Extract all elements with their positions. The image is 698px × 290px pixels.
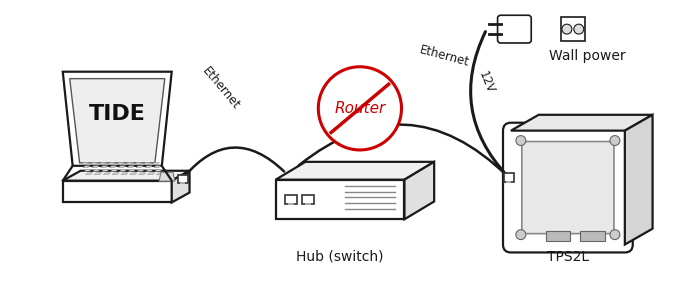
Polygon shape: [126, 162, 133, 164]
Polygon shape: [119, 166, 126, 168]
Polygon shape: [128, 169, 135, 171]
Polygon shape: [103, 173, 110, 175]
Circle shape: [516, 136, 526, 146]
FancyBboxPatch shape: [498, 15, 531, 43]
Bar: [288, 203, 294, 205]
Polygon shape: [156, 173, 163, 175]
Polygon shape: [70, 79, 165, 163]
Polygon shape: [117, 162, 124, 164]
Circle shape: [610, 230, 620, 240]
Polygon shape: [63, 181, 172, 202]
Polygon shape: [138, 169, 144, 171]
Bar: [178, 175, 188, 183]
Polygon shape: [63, 72, 172, 166]
Polygon shape: [127, 166, 134, 168]
Polygon shape: [119, 169, 127, 171]
Polygon shape: [112, 173, 119, 175]
Polygon shape: [276, 162, 434, 180]
Polygon shape: [625, 115, 653, 244]
Text: Router: Router: [334, 101, 385, 116]
Circle shape: [516, 230, 526, 240]
Polygon shape: [63, 171, 190, 181]
Polygon shape: [91, 166, 99, 168]
Polygon shape: [94, 173, 101, 175]
FancyArrowPatch shape: [184, 148, 284, 177]
Polygon shape: [82, 162, 89, 164]
Text: TPS2L: TPS2L: [547, 250, 589, 264]
Bar: [580, 231, 605, 241]
Polygon shape: [152, 162, 160, 164]
Polygon shape: [154, 166, 161, 168]
Polygon shape: [145, 166, 152, 168]
Text: TIDE: TIDE: [89, 104, 146, 124]
Text: Hub (switch): Hub (switch): [297, 250, 384, 264]
Text: Ethernet: Ethernet: [200, 65, 243, 112]
Text: Wall power: Wall power: [549, 49, 626, 63]
Polygon shape: [121, 173, 128, 175]
Polygon shape: [404, 162, 434, 219]
FancyArrowPatch shape: [299, 124, 507, 176]
Circle shape: [562, 24, 572, 34]
Bar: [306, 203, 311, 205]
Bar: [507, 181, 512, 183]
Polygon shape: [135, 162, 142, 164]
Polygon shape: [102, 169, 109, 171]
Polygon shape: [93, 169, 100, 171]
Polygon shape: [144, 162, 151, 164]
Polygon shape: [99, 162, 106, 164]
Polygon shape: [91, 162, 98, 164]
Polygon shape: [136, 166, 143, 168]
Polygon shape: [108, 162, 115, 164]
Polygon shape: [84, 169, 91, 171]
Circle shape: [610, 136, 620, 146]
Text: 12V: 12V: [476, 70, 497, 96]
Polygon shape: [147, 173, 155, 175]
Polygon shape: [511, 115, 653, 130]
Polygon shape: [172, 171, 190, 202]
Polygon shape: [83, 166, 90, 168]
Polygon shape: [147, 169, 154, 171]
Polygon shape: [276, 180, 404, 219]
Bar: [546, 231, 570, 241]
Text: Ethernet: Ethernet: [417, 43, 470, 69]
Polygon shape: [155, 169, 162, 171]
Polygon shape: [111, 169, 118, 171]
Bar: [504, 173, 514, 182]
Polygon shape: [86, 173, 93, 175]
FancyBboxPatch shape: [503, 123, 633, 253]
Bar: [302, 195, 314, 204]
Polygon shape: [159, 172, 175, 181]
Bar: [180, 182, 185, 184]
Circle shape: [574, 24, 584, 34]
Polygon shape: [130, 173, 137, 175]
FancyArrowPatch shape: [470, 32, 507, 176]
Polygon shape: [101, 166, 107, 168]
Polygon shape: [110, 166, 117, 168]
Circle shape: [318, 67, 401, 150]
Polygon shape: [139, 173, 146, 175]
Bar: [561, 17, 585, 41]
Bar: [285, 195, 297, 204]
FancyBboxPatch shape: [522, 142, 614, 234]
